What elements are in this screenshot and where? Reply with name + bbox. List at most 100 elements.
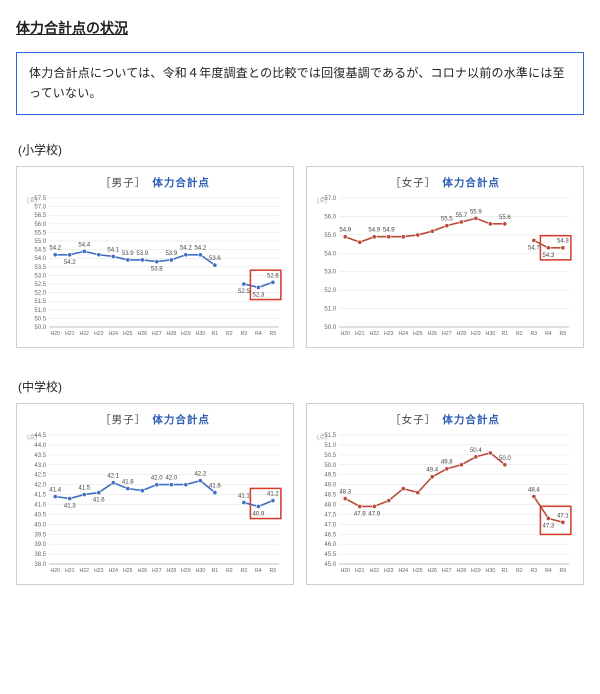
panel-metric: 体力合計点 [442,414,500,426]
chart-row: ［男子］ 体力合計点(点)38.038.539.039.540.040.541.… [16,403,584,585]
svg-text:R2: R2 [226,568,233,574]
svg-text:H25: H25 [413,568,423,574]
svg-text:53.9: 53.9 [136,251,148,257]
svg-text:H23: H23 [94,331,104,337]
svg-text:H22: H22 [79,568,89,574]
svg-text:46.0: 46.0 [324,542,336,548]
svg-text:41.8: 41.8 [122,479,134,485]
svg-text:H24: H24 [108,568,118,574]
svg-text:50.4: 50.4 [470,448,482,454]
svg-text:H20: H20 [50,331,60,337]
svg-text:53.0: 53.0 [324,270,336,276]
svg-text:51.5: 51.5 [34,299,46,305]
svg-text:53.5: 53.5 [34,265,46,271]
svg-text:53.6: 53.6 [209,256,221,262]
svg-text:R1: R1 [212,568,219,574]
svg-text:49.4: 49.4 [426,468,438,474]
svg-text:H25: H25 [413,331,423,337]
svg-text:H25: H25 [123,568,133,574]
svg-text:54.2: 54.2 [49,246,61,252]
svg-text:H24: H24 [398,568,408,574]
svg-text:H27: H27 [152,331,162,337]
svg-text:41.5: 41.5 [34,492,46,498]
panel-metric: 体力合計点 [152,414,210,426]
svg-text:47.3: 47.3 [543,523,555,529]
svg-text:49.0: 49.0 [324,483,336,489]
svg-text:50.5: 50.5 [34,316,46,322]
svg-text:42.5: 42.5 [34,473,46,479]
svg-text:H21: H21 [355,331,365,337]
svg-text:H22: H22 [79,331,89,337]
svg-text:55.0: 55.0 [34,239,46,245]
panel-gender: ［女子］ [390,414,431,426]
svg-text:H26: H26 [138,331,148,337]
svg-text:H20: H20 [340,331,350,337]
svg-text:H29: H29 [471,331,481,337]
svg-text:55.9: 55.9 [470,209,482,215]
line-chart: (点)50.051.052.053.054.055.056.057.0H20H2… [313,194,577,345]
svg-text:R3: R3 [531,331,538,337]
svg-text:55.0: 55.0 [324,233,336,239]
svg-text:53.9: 53.9 [122,251,134,257]
panel-title: ［男子］ 体力合計点 [23,412,287,427]
page-title: 体力合計点の状況 [16,18,584,38]
svg-text:48.5: 48.5 [324,492,336,498]
svg-text:54.9: 54.9 [383,227,395,233]
svg-text:44.5: 44.5 [34,433,46,439]
svg-text:54.5: 54.5 [34,247,46,253]
svg-text:H29: H29 [471,568,481,574]
svg-text:54.2: 54.2 [194,246,206,252]
svg-text:H28: H28 [167,331,177,337]
svg-text:R3: R3 [241,568,248,574]
svg-text:41.0: 41.0 [34,502,46,508]
svg-text:47.9: 47.9 [368,511,380,517]
svg-text:41.4: 41.4 [49,487,61,493]
summary-callout: 体力合計点については、令和４年度調査との比較では回復基調であるが、コロナ以前の水… [16,52,584,115]
chart-panel: ［男子］ 体力合計点(点)38.038.539.039.540.040.541.… [16,403,294,585]
svg-text:56.0: 56.0 [34,222,46,228]
svg-text:41.5: 41.5 [78,485,90,491]
svg-text:R2: R2 [516,568,523,574]
svg-text:42.0: 42.0 [151,476,163,482]
svg-text:H25: H25 [123,331,133,337]
svg-text:50.0: 50.0 [499,456,511,462]
svg-text:R5: R5 [270,331,277,337]
svg-text:39.5: 39.5 [34,532,46,538]
svg-text:H27: H27 [442,568,452,574]
svg-text:47.0: 47.0 [324,522,336,528]
svg-text:R3: R3 [531,568,538,574]
svg-text:47.5: 47.5 [324,512,336,518]
svg-text:48.3: 48.3 [339,489,351,495]
svg-text:H28: H28 [457,568,467,574]
panel-gender: ［男子］ [100,177,141,189]
svg-text:R4: R4 [545,331,552,337]
svg-text:H30: H30 [486,568,496,574]
svg-text:55.7: 55.7 [455,213,467,219]
svg-text:49.5: 49.5 [324,473,336,479]
svg-text:41.6: 41.6 [93,498,105,504]
panel-gender: ［女子］ [390,177,431,189]
svg-text:H30: H30 [196,331,206,337]
svg-text:56.5: 56.5 [34,213,46,219]
svg-text:H23: H23 [384,331,394,337]
svg-text:42.0: 42.0 [165,476,177,482]
svg-text:41.3: 41.3 [64,504,76,510]
svg-text:R5: R5 [560,568,567,574]
svg-text:54.9: 54.9 [339,227,351,233]
svg-text:45.0: 45.0 [324,562,336,568]
svg-text:54.2: 54.2 [180,246,192,252]
svg-text:H20: H20 [340,568,350,574]
svg-text:38.5: 38.5 [34,552,46,558]
svg-text:R5: R5 [270,568,277,574]
svg-text:41.1: 41.1 [238,493,250,499]
svg-text:43.5: 43.5 [34,453,46,459]
sections-container: (小学校)［男子］ 体力合計点(点)50.050.551.051.552.052… [16,141,584,585]
svg-text:43.0: 43.0 [34,463,46,469]
svg-text:H27: H27 [442,331,452,337]
svg-text:51.5: 51.5 [324,433,336,439]
svg-text:H21: H21 [65,331,75,337]
svg-text:53.0: 53.0 [34,273,46,279]
panel-metric: 体力合計点 [442,177,500,189]
svg-text:R2: R2 [516,331,523,337]
line-chart: (点)50.050.551.051.552.052.553.053.554.05… [23,194,287,345]
